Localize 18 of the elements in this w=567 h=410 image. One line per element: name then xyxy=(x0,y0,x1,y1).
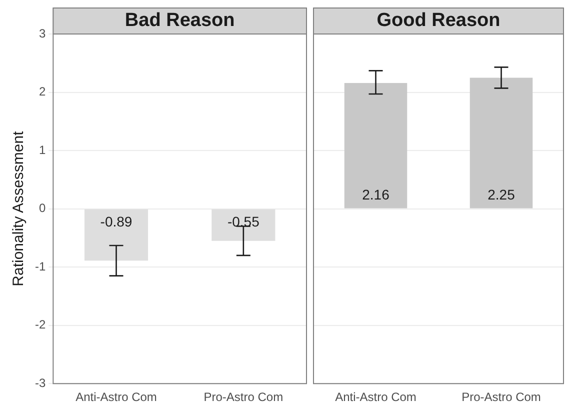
y-tick-label: 1 xyxy=(38,142,46,157)
x-tick-label: Anti-Astro Com xyxy=(76,390,157,404)
x-tick-label: Pro-Astro Com xyxy=(462,390,541,404)
y-tick-label: -1 xyxy=(35,259,46,274)
x-tick-label: Anti-Astro Com xyxy=(335,390,416,404)
chart-title: Good Reason xyxy=(376,10,500,32)
data-label: -0.55 xyxy=(227,214,260,230)
data-label: 2.16 xyxy=(362,186,390,203)
y-tick-label: -2 xyxy=(35,318,46,332)
x-tick-label: Pro-Astro Com xyxy=(204,390,284,404)
y-tick-label: -3 xyxy=(35,376,46,390)
data-label: 2.25 xyxy=(488,186,516,203)
data-label: -0.89 xyxy=(100,214,132,230)
y-tick-label: 0 xyxy=(38,201,46,216)
y-tick-label: 2 xyxy=(38,84,46,99)
chart-title: Bad Reason xyxy=(124,10,235,32)
y-tick-label: 3 xyxy=(38,26,46,40)
y-axis-title: Rationality Assessment xyxy=(10,130,28,286)
